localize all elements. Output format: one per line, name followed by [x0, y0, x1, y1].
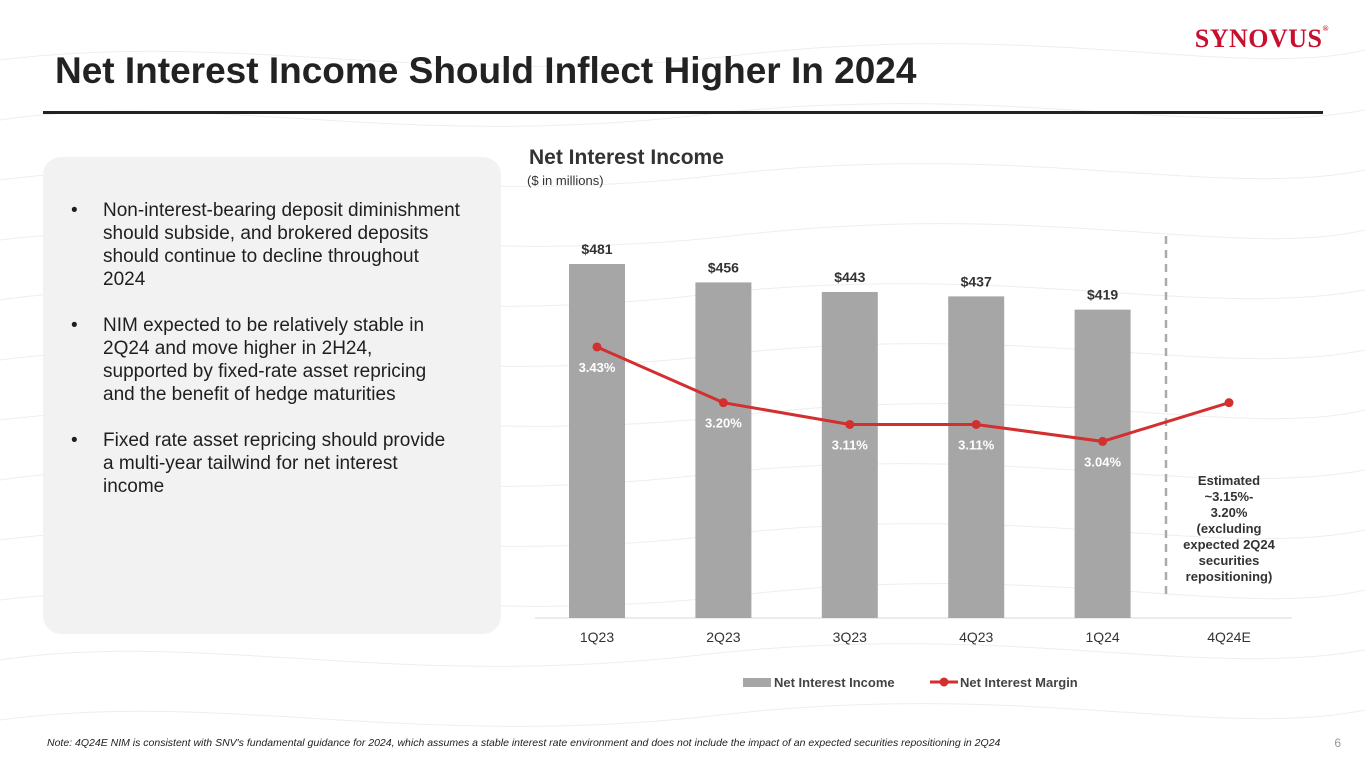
margin-point [845, 419, 855, 429]
legend-label-bars: Net Interest Income [774, 675, 895, 690]
title-divider [43, 111, 1323, 114]
bullet-item: • Non-interest-bearing deposit diminishm… [71, 199, 461, 291]
x-tick-label: 1Q23 [580, 629, 614, 645]
bullet-item: • Fixed rate asset repricing should prov… [71, 429, 461, 498]
margin-value-label: 3.11% [832, 437, 869, 452]
margin-value-label: 3.11% [958, 437, 995, 452]
margin-point [592, 342, 602, 352]
estimate-annotation-line: ~3.15%- [1205, 489, 1254, 504]
x-tick-label: 2Q23 [706, 629, 740, 645]
bar-value-label: $481 [581, 241, 612, 257]
bar [948, 296, 1005, 618]
estimate-annotation-line: expected 2Q24 [1183, 537, 1276, 552]
bar-value-label: $437 [961, 273, 992, 289]
bullet-dot-icon: • [71, 200, 78, 221]
bullet-text: Non-interest-bearing deposit diminishmen… [103, 200, 460, 290]
bar [695, 282, 752, 618]
margin-value-label: 3.43% [579, 360, 616, 375]
estimate-annotation-line: repositioning) [1186, 569, 1273, 584]
estimate-annotation: Estimated ~3.15%-3.20% (excluding expected … [1183, 473, 1276, 584]
synovus-logo: SYNOVUS® [1194, 24, 1329, 53]
bar-value-label: $443 [834, 269, 865, 285]
legend-swatch-marker [939, 677, 949, 687]
margin-point [718, 398, 728, 408]
margin-value-label: 3.04% [1084, 454, 1121, 469]
bullet-dot-icon: • [71, 315, 78, 336]
page-number: 6 [1334, 736, 1341, 750]
estimate-annotation-line: 3.20% [1211, 505, 1248, 520]
estimate-annotation-line: Estimated [1198, 473, 1260, 488]
x-tick-label: 4Q23 [959, 629, 993, 645]
commentary-bullet-list: • Non-interest-bearing deposit diminishm… [43, 157, 501, 498]
estimate-annotation-line: securities [1199, 553, 1260, 568]
slide-title: Net Interest Income Should Inflect Highe… [55, 50, 917, 91]
bar-value-label: $456 [708, 259, 739, 275]
x-tick-label: 3Q23 [833, 629, 867, 645]
margin-series-line [596, 345, 1230, 443]
x-tick-label: 4Q24E [1207, 629, 1251, 645]
bullet-text: NIM expected to be relatively stable in … [103, 315, 427, 405]
bar [1074, 309, 1131, 618]
margin-point [971, 419, 981, 429]
bar [569, 264, 625, 618]
bullet-dot-icon: • [71, 430, 78, 451]
bar [821, 291, 878, 618]
margin-point [1098, 436, 1108, 446]
chart-subtitle: ($ in millions) [527, 173, 604, 188]
legend-label-line: Net Interest Margin [960, 675, 1078, 690]
bullet-text: Fixed rate asset repricing should provid… [103, 430, 446, 497]
legend-swatch-bars [743, 678, 771, 687]
estimate-annotation-line: (excluding [1196, 521, 1261, 536]
bullet-item: • NIM expected to be relatively stable i… [71, 314, 461, 406]
footnote: Note: 4Q24E NIM is consistent with SNV's… [47, 737, 1001, 749]
bar-value-label: $419 [1087, 287, 1118, 303]
x-tick-label: 1Q24 [1085, 629, 1119, 645]
commentary-panel: • Non-interest-bearing deposit diminishm… [43, 157, 501, 634]
margin-point [1224, 398, 1234, 408]
margin-value-label: 3.20% [705, 416, 742, 431]
chart-title: Net Interest Income [529, 146, 724, 169]
